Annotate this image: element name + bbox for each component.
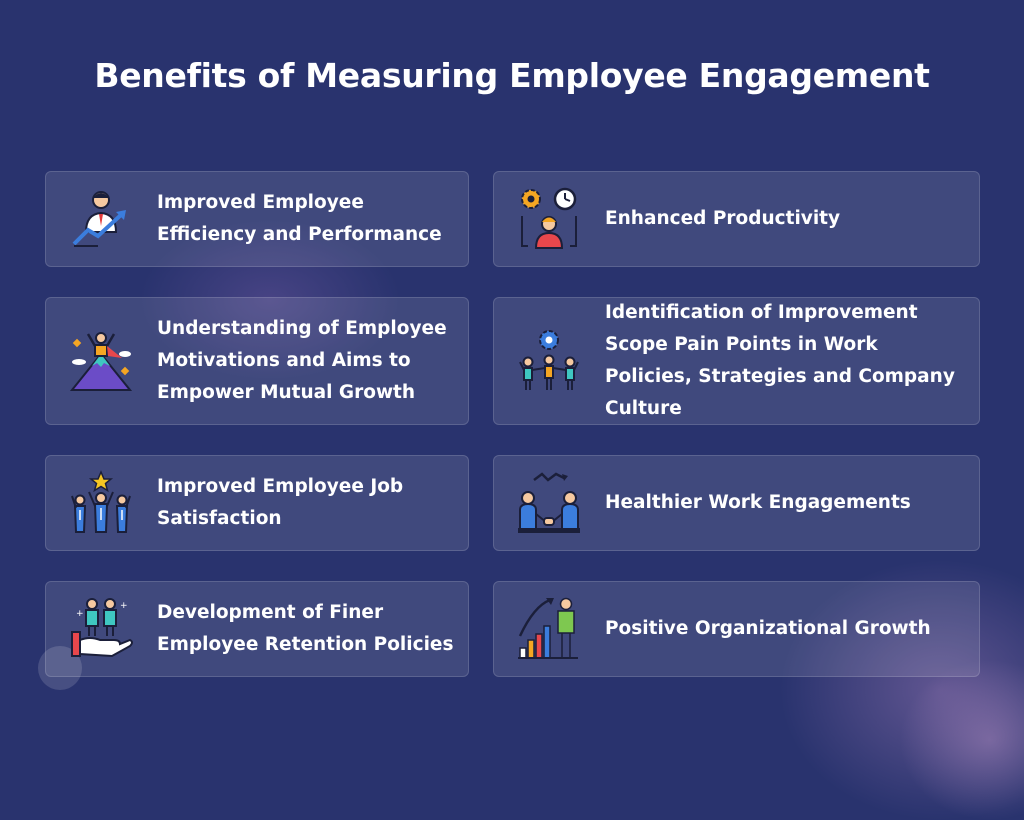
benefit-label: Enhanced Productivity [605,208,841,229]
celebrating-team-icon [68,470,134,536]
benefit-card-retention-policies: + + Development of Finer Employee Retent… [45,581,469,677]
benefit-label: Understanding of Employee Motivations an… [157,318,447,403]
page-title: Benefits of Measuring Employee Engagemen… [94,56,930,95]
benefit-card-improvement-scope: Identification of Improvement Scope Pain… [493,297,980,425]
benefit-card-productivity: Enhanced Productivity [493,171,980,267]
team-gear-icon [516,328,582,394]
benefit-label: Development of Finer Employee Retention … [157,602,454,655]
svg-text:+: + [76,609,84,619]
benefit-card-organizational-growth: Positive Organizational Growth [493,581,980,677]
benefit-card-work-engagements: Healthier Work Engagements [493,455,980,551]
employee-growth-chart-icon [68,186,134,252]
benefit-label: Improved Employee Job Satisfaction [157,476,404,529]
benefit-label: Healthier Work Engagements [605,492,911,513]
benefit-label: Positive Organizational Growth [605,618,931,639]
hand-holding-people-icon: + + [68,596,134,662]
benefit-label: Improved Employee Efficiency and Perform… [157,192,442,245]
background-glow [900,660,1024,820]
benefit-card-job-satisfaction: Improved Employee Job Satisfaction [45,455,469,551]
benefit-card-motivations: Understanding of Employee Motivations an… [45,297,469,425]
benefit-card-efficiency: Improved Employee Efficiency and Perform… [45,171,469,267]
gears-clock-worker-icon [516,186,582,252]
mountain-summit-hero-icon [68,328,134,394]
handshake-trend-icon [516,470,582,536]
growth-bar-chart-person-icon [516,596,582,662]
benefit-label: Identification of Improvement Scope Pain… [605,302,955,419]
svg-text:+: + [120,601,128,611]
